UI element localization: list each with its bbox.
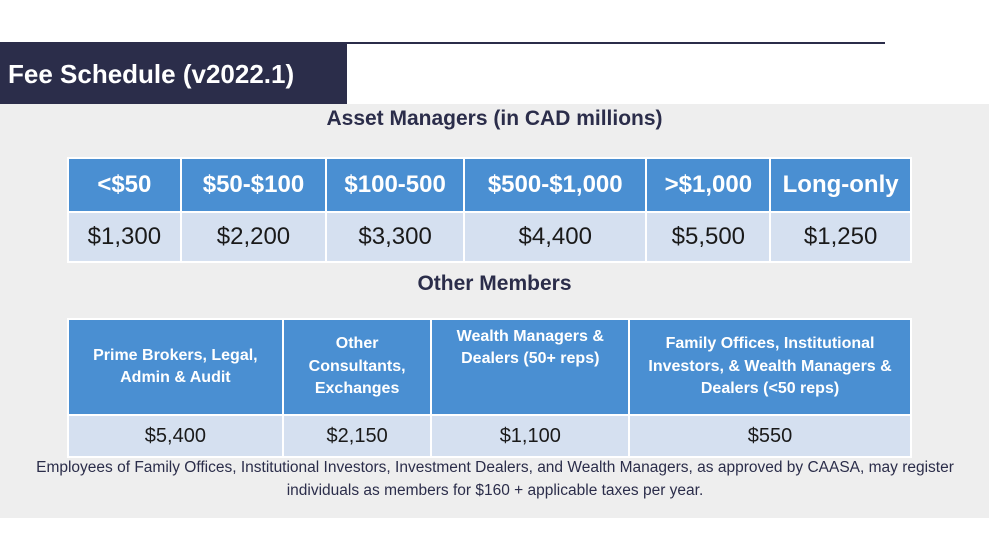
column-header: <$50 [67,157,182,213]
fee-cell: $1,250 [769,211,912,263]
table-header-row: <$50 $50-$100 $100-500 $500-$1,000 >$1,0… [67,157,912,213]
column-header: $50-$100 [179,157,328,213]
column-header: Prime Brokers, Legal, Admin & Audit [67,318,284,416]
column-header: Long-only [769,157,912,213]
column-header: $100-500 [325,157,466,213]
page-title: Fee Schedule (v2022.1) [0,44,347,104]
fee-cell: $1,300 [67,211,182,263]
column-header: $500-$1,000 [463,157,648,213]
other-members-heading: Other Members [417,272,572,295]
asset-managers-table: <$50 $50-$100 $100-500 $500-$1,000 >$1,0… [67,157,912,263]
other-members-table: Prime Brokers, Legal, Admin & Audit Othe… [67,318,912,458]
table-row: $1,300 $2,200 $3,300 $4,400 $5,500 $1,25… [67,211,912,263]
footnote: Employees of Family Offices, Institution… [36,459,954,500]
fee-cell: $5,400 [67,414,284,458]
column-header: Family Offices, Institutional Investors,… [628,318,912,416]
fee-cell: $2,200 [179,211,328,263]
asset-managers-heading: Asset Managers (in CAD millions) [326,107,663,130]
fee-cell: $1,100 [430,414,631,458]
fee-cell: $3,300 [325,211,466,263]
fee-cell: $4,400 [463,211,648,263]
column-header: Other Consultants, Exchanges [281,318,433,416]
fee-cell: $550 [628,414,912,458]
fee-cell: $5,500 [645,211,772,263]
table-row: $5,400 $2,150 $1,100 $550 [67,414,912,458]
top-rule [0,42,885,44]
table-header-row: Prime Brokers, Legal, Admin & Audit Othe… [67,318,912,416]
fee-cell: $2,150 [281,414,433,458]
column-header: Wealth Managers & Dealers (50+ reps) [430,318,631,416]
column-header: >$1,000 [645,157,772,213]
